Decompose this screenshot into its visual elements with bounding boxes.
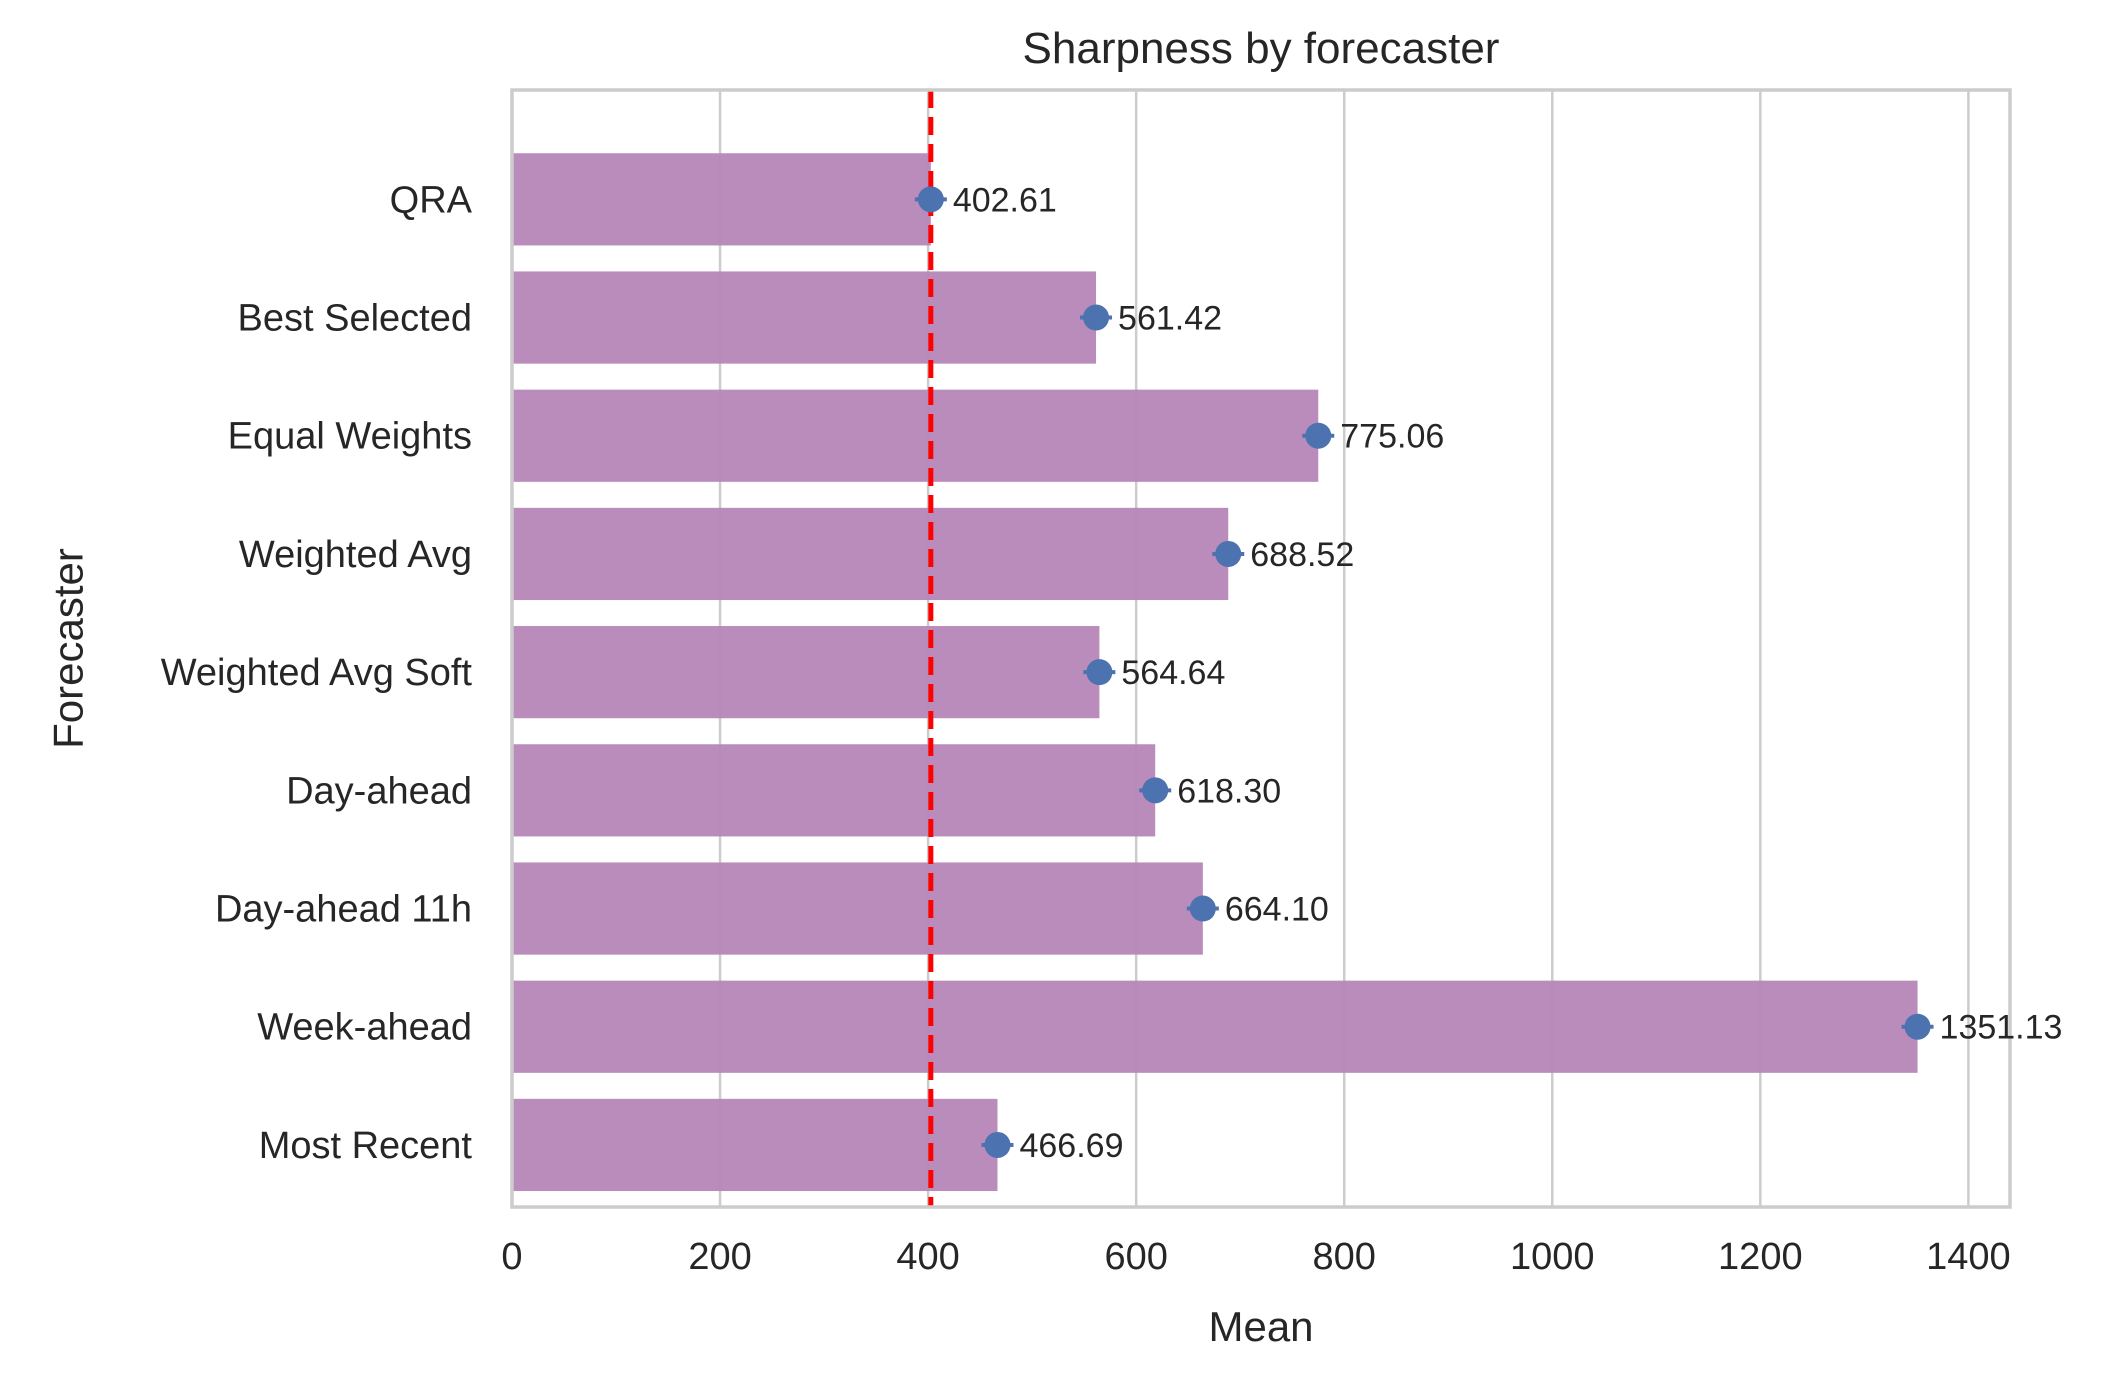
bar	[512, 389, 1319, 482]
text-layer: 0 200 400 600 800 1000 1200 1400 QRA Best Selecte…	[161, 179, 2063, 1278]
bar	[512, 626, 1100, 719]
data-label: 775.06	[1340, 418, 1444, 456]
x-tick-label: 800	[1313, 1236, 1376, 1278]
plot-frame	[510, 88, 2012, 1209]
data-label: 618.30	[1177, 772, 1281, 810]
point-layer	[914, 186, 1934, 1158]
mean-point	[1086, 659, 1113, 686]
data-label: 564.64	[1121, 654, 1225, 692]
data-label: 1351.13	[1940, 1009, 2063, 1047]
mean-point	[1305, 422, 1332, 449]
data-label: 402.61	[953, 181, 1057, 219]
bar	[512, 271, 1097, 364]
y-tick-label: Best Selected	[238, 298, 472, 340]
bar	[512, 153, 931, 246]
x-tick-label: 1400	[1926, 1236, 2011, 1278]
data-label: 664.10	[1225, 891, 1329, 929]
bar-layer	[512, 153, 1918, 1192]
bar	[512, 980, 1918, 1073]
y-tick-label: Day-ahead 11h	[215, 889, 472, 931]
mean-point	[1904, 1013, 1931, 1040]
mean-point	[984, 1131, 1011, 1158]
x-tick-label: 1000	[1510, 1236, 1595, 1278]
mean-point	[1083, 304, 1110, 331]
mean-point	[1142, 777, 1169, 804]
y-tick-label: Most Recent	[259, 1125, 473, 1167]
bar	[512, 744, 1156, 837]
data-label: 561.42	[1118, 300, 1222, 338]
bar	[512, 507, 1229, 601]
mean-point	[917, 186, 944, 213]
bar	[512, 862, 1203, 955]
data-label: 688.52	[1250, 536, 1354, 574]
y-tick-label: Day-ahead	[286, 770, 472, 812]
mean-point	[1189, 895, 1216, 922]
x-tick-label: 200	[688, 1236, 751, 1278]
x-tick-label: 600	[1104, 1236, 1167, 1278]
bar	[512, 1098, 998, 1192]
y-tick-label: QRA	[390, 179, 473, 221]
y-tick-label: Weighted Avg	[239, 534, 472, 576]
mean-point	[1215, 540, 1242, 567]
x-tick-label: 1200	[1718, 1236, 1803, 1278]
y-axis-label: Forecaster	[45, 548, 92, 749]
x-tick-label: 0	[501, 1236, 522, 1278]
x-axis-label: Mean	[1208, 1303, 1313, 1350]
y-tick-label: Week-ahead	[257, 1007, 472, 1049]
x-tick-label: 400	[896, 1236, 959, 1278]
y-tick-label: Equal Weights	[228, 416, 472, 458]
data-label: 466.69	[1019, 1127, 1123, 1165]
frame-layer	[510, 88, 2012, 1209]
y-tick-label: Weighted Avg Soft	[161, 652, 473, 694]
chart-title: Sharpness by forecaster	[1023, 24, 1500, 73]
